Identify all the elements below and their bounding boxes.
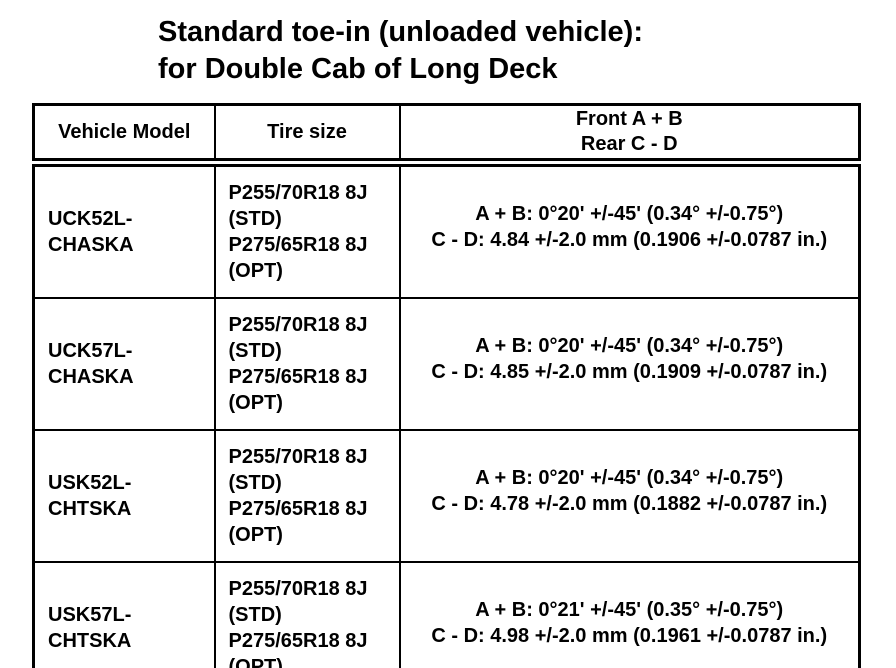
table-row: UCK57L- CHASKA P255/70R18 8J (STD) P275/… <box>32 297 861 431</box>
page-title: Standard toe-in (unloaded vehicle): for … <box>158 14 643 88</box>
front-rear-column-header: Front A + B Rear C - D <box>398 103 861 167</box>
table-row: USK52L- CHTSKA P255/70R18 8J (STD) P275/… <box>32 429 861 563</box>
toe-spec-cell: A + B: 0°20' +/-45' (0.34° +/-0.75°) C -… <box>398 429 861 563</box>
page-title-line-1: Standard toe-in (unloaded vehicle): <box>158 16 643 48</box>
vehicle-model-cell: UCK52L- CHASKA <box>32 161 216 299</box>
tire-size-cell: P255/70R18 8J (STD) P275/65R18 8J (OPT) <box>213 161 401 299</box>
toe-spec-cell: A + B: 0°20' +/-45' (0.34° +/-0.75°) C -… <box>398 297 861 431</box>
vehicle-model-cell: USK57L- CHTSKA <box>32 561 216 668</box>
tire-size-cell: P255/70R18 8J (STD) P275/65R18 8J (OPT) <box>213 561 401 668</box>
tire-size-column-header: Tire size <box>213 103 401 167</box>
vehicle-model-cell: USK52L- CHTSKA <box>32 429 216 563</box>
page-title-line-2: for Double Cab of Long Deck <box>158 53 558 85</box>
table-row: UCK52L- CHASKA P255/70R18 8J (STD) P275/… <box>32 161 861 299</box>
toe-in-spec-table: Vehicle Model Tire size Front A + B Rear… <box>32 103 861 668</box>
table-row: USK57L- CHTSKA P255/70R18 8J (STD) P275/… <box>32 561 861 668</box>
vehicle-model-cell: UCK57L- CHASKA <box>32 297 216 431</box>
header-row: Vehicle Model Tire size Front A + B Rear… <box>32 103 861 167</box>
toe-spec-cell: A + B: 0°20' +/-45' (0.34° +/-0.75°) C -… <box>398 161 861 299</box>
tire-size-cell: P255/70R18 8J (STD) P275/65R18 8J (OPT) <box>213 429 401 563</box>
tire-size-cell: P255/70R18 8J (STD) P275/65R18 8J (OPT) <box>213 297 401 431</box>
vehicle-model-column-header: Vehicle Model <box>32 103 216 167</box>
toe-spec-cell: A + B: 0°21' +/-45' (0.35° +/-0.75°) C -… <box>398 561 861 668</box>
